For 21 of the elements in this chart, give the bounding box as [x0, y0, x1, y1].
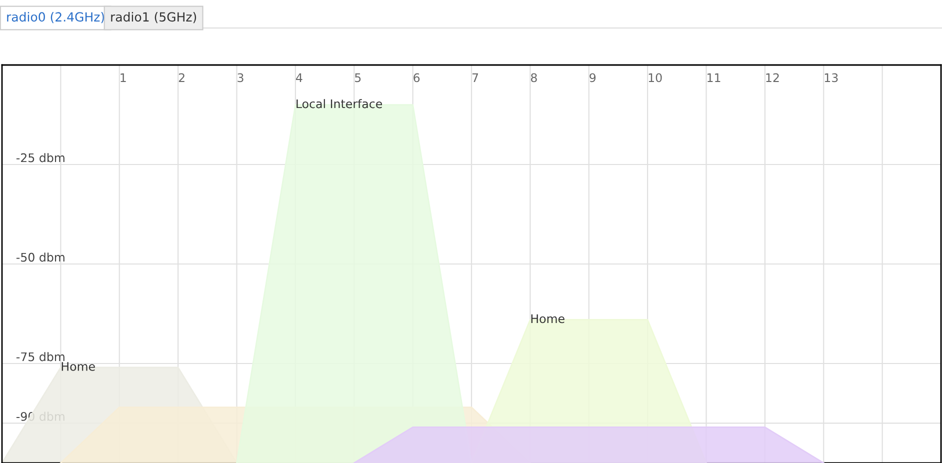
x-tick-label: 2 [178, 73, 184, 82]
x-tick-label: 13 [824, 73, 838, 82]
text: radio0 (2.4GHz) [7, 12, 104, 24]
series-label: Home [62, 362, 95, 371]
x-tick-label: 10 [648, 73, 662, 82]
x-tick-label: 12 [766, 73, 779, 82]
series-label: Home [531, 314, 564, 324]
x-tick-label: 3 [238, 73, 244, 82]
x-tick-label: 4 [296, 73, 302, 82]
series-label: Local Interface [296, 99, 382, 108]
y-tick-label: -25 dbm [16, 153, 64, 162]
y-tick-label: -50 dbm [16, 252, 64, 262]
x-tick-label: 8 [530, 73, 537, 82]
text: radio1 (5GHz) [111, 12, 196, 24]
x-tick-label: 5 [355, 73, 361, 82]
x-tick-label: 1 [120, 73, 126, 82]
x-tick-label: 9 [590, 73, 596, 82]
x-tick-label: 7 [472, 73, 478, 82]
x-tick-label: 6 [414, 73, 420, 82]
y-tick-label: -75 dbm [16, 352, 64, 362]
x-tick-label: 11 [708, 73, 720, 82]
